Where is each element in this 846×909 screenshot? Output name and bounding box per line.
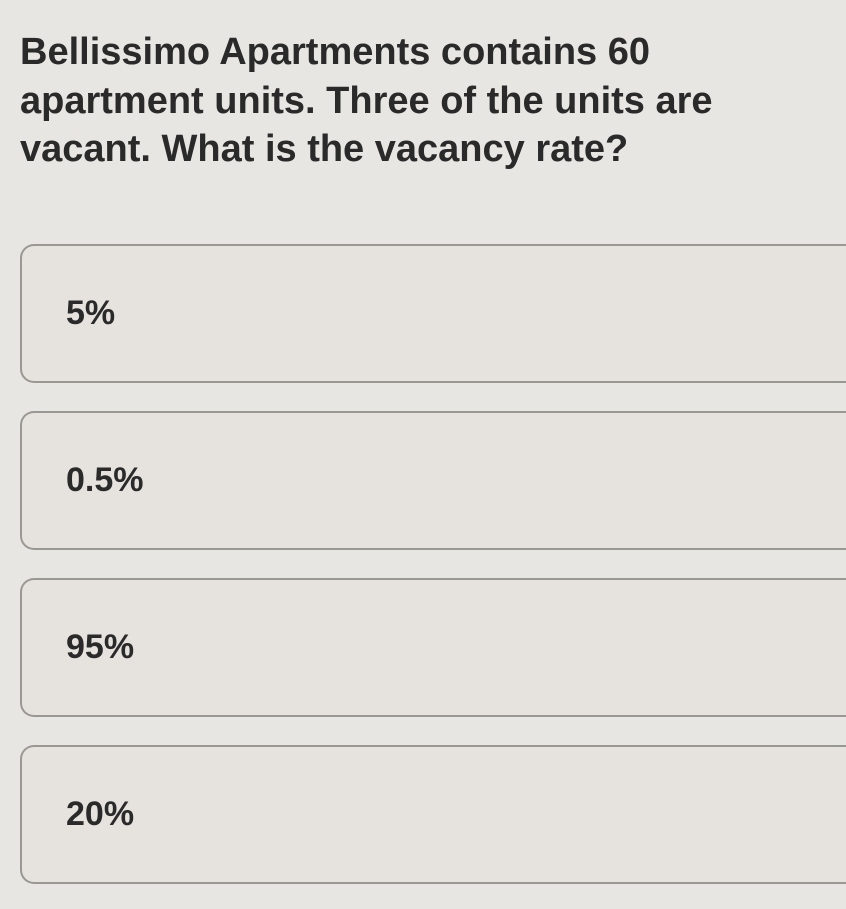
answer-option-2[interactable]: 0.5% [20, 411, 846, 550]
answer-option-label: 20% [66, 795, 134, 833]
options-container: 5% 0.5% 95% 20% [20, 244, 846, 884]
answer-option-3[interactable]: 95% [20, 578, 846, 717]
answer-option-label: 95% [66, 628, 134, 666]
answer-option-label: 5% [66, 294, 115, 332]
question-text: Bellissimo Apartments contains 60 apartm… [20, 28, 846, 174]
answer-option-4[interactable]: 20% [20, 745, 846, 884]
answer-option-label: 0.5% [66, 461, 144, 499]
answer-option-1[interactable]: 5% [20, 244, 846, 383]
